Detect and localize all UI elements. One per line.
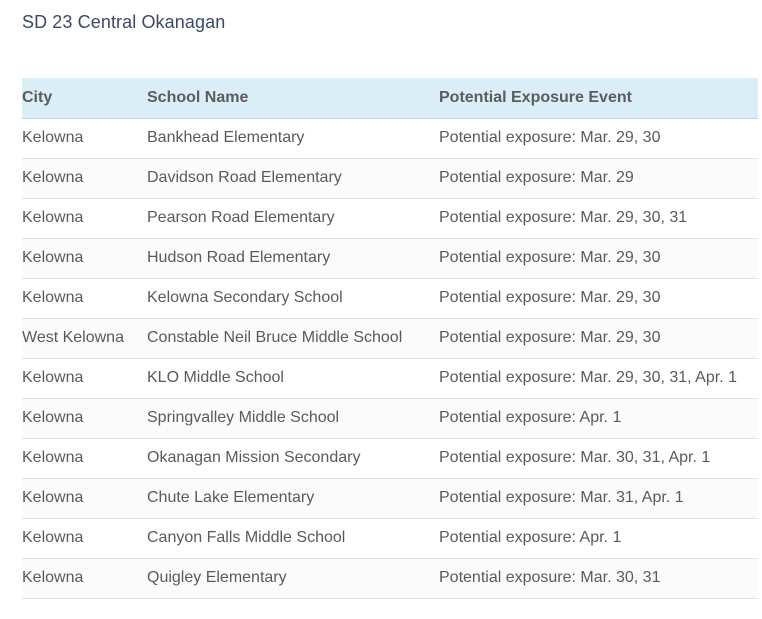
exposure-event-cell: Potential exposure: Mar. 31, Apr. 1 — [439, 489, 684, 506]
city-cell: Kelowna — [22, 529, 84, 546]
school-name-cell: Bankhead Elementary — [147, 129, 305, 146]
exposure-event-cell: Potential exposure: Apr. 1 — [439, 409, 622, 426]
table-row: Kelowna Pearson Road Elementary Potentia… — [22, 198, 758, 238]
exposure-event-cell: Potential exposure: Mar. 30, 31, Apr. 1 — [439, 449, 711, 466]
exposure-event-cell: Potential exposure: Mar. 29, 30, 31, Apr… — [439, 369, 737, 386]
exposure-event-cell: Potential exposure: Mar. 29, 30 — [439, 329, 661, 346]
section-heading: SD 23 Central Okanagan — [22, 12, 226, 32]
table-row: Kelowna KLO Middle School Potential expo… — [22, 358, 758, 398]
city-cell: Kelowna — [22, 169, 84, 186]
school-name-cell: Okanagan Mission Secondary — [147, 449, 361, 466]
table-row: Kelowna Chute Lake Elementary Potential … — [22, 478, 758, 518]
city-cell: Kelowna — [22, 289, 84, 306]
table-header: City School Name Potential Exposure Even… — [22, 78, 758, 119]
column-header-exposure-event: Potential Exposure Event — [439, 78, 758, 119]
school-name-cell: Davidson Road Elementary — [147, 169, 342, 186]
exposure-event-cell: Potential exposure: Mar. 29 — [439, 169, 634, 186]
school-name-cell: KLO Middle School — [147, 369, 284, 386]
table-row: Kelowna Hudson Road Elementary Potential… — [22, 238, 758, 278]
exposure-event-cell: Potential exposure: Apr. 1 — [439, 529, 622, 546]
city-cell: Kelowna — [22, 249, 84, 266]
school-name-cell: Chute Lake Elementary — [147, 489, 315, 506]
school-name-cell: Quigley Elementary — [147, 569, 287, 586]
exposure-event-cell: Potential exposure: Mar. 30, 31 — [439, 569, 661, 586]
header-row: City School Name Potential Exposure Even… — [22, 78, 758, 119]
city-cell: Kelowna — [22, 489, 84, 506]
city-cell: Kelowna — [22, 209, 84, 226]
exposure-event-cell: Potential exposure: Mar. 29, 30 — [439, 289, 661, 306]
table-row: Kelowna Canyon Falls Middle School Poten… — [22, 518, 758, 558]
school-name-cell: Pearson Road Elementary — [147, 209, 335, 226]
table-row: Kelowna Kelowna Secondary School Potenti… — [22, 278, 758, 318]
table-row: Kelowna Springvalley Middle School Poten… — [22, 398, 758, 438]
table-row: Kelowna Quigley Elementary Potential exp… — [22, 558, 758, 598]
column-header-city: City — [22, 78, 147, 119]
school-name-cell: Canyon Falls Middle School — [147, 529, 346, 546]
city-cell: Kelowna — [22, 369, 84, 386]
exposure-event-cell: Potential exposure: Mar. 29, 30 — [439, 249, 661, 266]
school-name-cell: Springvalley Middle School — [147, 409, 340, 426]
exposure-table: City School Name Potential Exposure Even… — [22, 78, 758, 599]
exposure-event-cell: Potential exposure: Mar. 29, 30, 31 — [439, 209, 688, 226]
table-row: West Kelowna Constable Neil Bruce Middle… — [22, 318, 758, 358]
school-name-cell: Kelowna Secondary School — [147, 289, 343, 306]
city-cell: Kelowna — [22, 569, 84, 586]
school-name-cell: Constable Neil Bruce Middle School — [147, 329, 403, 346]
city-cell: Kelowna — [22, 409, 84, 426]
table-row: Kelowna Bankhead Elementary Potential ex… — [22, 118, 758, 158]
city-cell: West Kelowna — [22, 329, 124, 346]
table-body: Kelowna Bankhead Elementary Potential ex… — [22, 118, 758, 598]
table-row: Kelowna Davidson Road Elementary Potenti… — [22, 158, 758, 198]
column-header-school-name: School Name — [147, 78, 439, 119]
school-name-cell: Hudson Road Elementary — [147, 249, 331, 266]
city-cell: Kelowna — [22, 129, 84, 146]
table-row: Kelowna Okanagan Mission Secondary Poten… — [22, 438, 758, 478]
city-cell: Kelowna — [22, 449, 84, 466]
exposure-event-cell: Potential exposure: Mar. 29, 30 — [439, 129, 661, 146]
